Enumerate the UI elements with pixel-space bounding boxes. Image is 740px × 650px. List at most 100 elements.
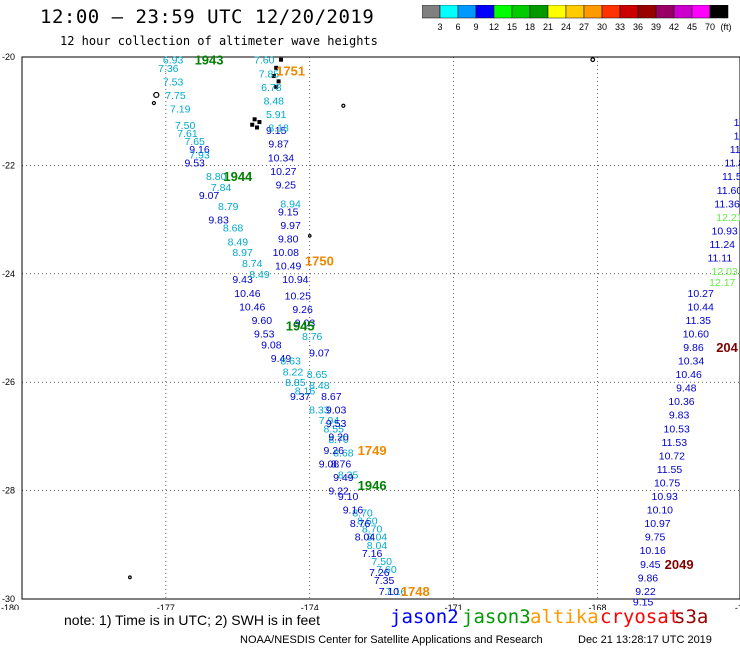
- swh-value: 11.53: [662, 437, 688, 449]
- swh-value: 9.26: [324, 445, 345, 457]
- swh-value: 10.34: [268, 152, 294, 164]
- map-plot: -180 -177 -174 -171 -168 -16 -20 -22 -24 -26 -28 -3…: [1, 52, 740, 610]
- swh-value: 11.24: [710, 239, 736, 251]
- swh-value: 8.18: [268, 122, 289, 134]
- swh-value: 9.80: [278, 234, 299, 246]
- pass-time-label: 1945: [286, 318, 315, 333]
- swh-value: 12.03: [712, 266, 738, 278]
- swh-value: 9.49: [271, 353, 292, 365]
- island-shape: [276, 79, 281, 84]
- swh-value: 11.35: [686, 315, 712, 327]
- swh-value: 9.03: [295, 318, 316, 330]
- swh-value: 9.03: [326, 404, 347, 416]
- swh-value: 7.50: [175, 120, 196, 132]
- swh-value: 10.46: [239, 301, 265, 313]
- swh-value: 8.33: [309, 404, 330, 416]
- island-shape: [128, 575, 132, 580]
- colorbar-legend: 3 6 9 12 15 18 21 24 27 30 33 36 39 42 45 70 (ft): [422, 5, 732, 32]
- swh-value: 8.68: [333, 448, 354, 460]
- lat-tick-label: -20: [2, 52, 15, 62]
- swh-value: 7.10: [379, 586, 400, 598]
- swh-value: 9.49: [333, 472, 354, 484]
- swh-value: 11: [734, 117, 740, 129]
- pass-time-label: 1748: [401, 584, 430, 599]
- swh-value: 9.10: [338, 491, 359, 503]
- pass-time-label: 1750: [305, 253, 334, 268]
- swh-value: 11.11: [707, 253, 732, 265]
- swh-value: 12.21: [716, 212, 740, 224]
- colorbar-tick-label: 6: [455, 22, 460, 32]
- swh-value: 10.16: [640, 545, 666, 557]
- swh-value: 9.86: [683, 342, 704, 354]
- colorbar-swatch: [709, 5, 729, 19]
- legend-cryosat: cryosat: [600, 606, 681, 628]
- swh-value: 6.93: [163, 55, 184, 67]
- colorbar-tick-label: 24: [561, 22, 571, 32]
- swh-value: 7.60: [254, 55, 275, 67]
- swh-value: 9.43: [232, 274, 253, 286]
- swh-value: 10.93: [652, 491, 678, 503]
- island-shape: [271, 73, 276, 78]
- swh-value: 10.75: [654, 477, 680, 489]
- swh-value: 7.85: [259, 68, 280, 80]
- swh-value: 7.84: [211, 182, 232, 194]
- swh-value: 6.78: [261, 82, 282, 94]
- swh-value: 9.15: [266, 125, 287, 137]
- swh-value: 8.94: [280, 198, 301, 210]
- swh-value: 8.49: [249, 269, 270, 281]
- swh-value: 9.15: [633, 597, 654, 609]
- map-subtitle: 12 hour collection of altimeter wave hei…: [60, 34, 378, 48]
- swh-value: 8.85: [285, 377, 306, 389]
- swh-value: 9.22: [635, 586, 656, 598]
- swh-value: 9.26: [292, 304, 313, 316]
- colorbar-tick-label: 30: [597, 22, 607, 32]
- swh-value: 10.34: [678, 356, 704, 368]
- footer-note: note: 1) Time is in UTC; 2) SWH is in fe…: [64, 612, 320, 628]
- swh-value: 10.53: [664, 423, 690, 435]
- swh-value: 9.07: [309, 347, 330, 359]
- swh-value: 10.08: [273, 247, 299, 259]
- swh-value: 8.48: [309, 380, 330, 392]
- swh-value: 9.53: [326, 418, 347, 430]
- pass-time-label: 1749: [358, 443, 387, 458]
- swh-value: 7.53: [163, 76, 184, 88]
- swh-value: 7.35: [374, 575, 395, 587]
- swh-value: 8.80: [206, 171, 227, 183]
- island-shape: [341, 103, 346, 108]
- swh-value: 8.48: [264, 95, 285, 107]
- swh-value: 10.46: [234, 288, 260, 300]
- island-shape: [307, 234, 312, 238]
- legend-altika: altika: [530, 606, 599, 628]
- lon-tick-label: -171: [445, 603, 463, 610]
- swh-value: 9.16: [189, 144, 210, 156]
- pass-time-label: 1946: [358, 478, 387, 493]
- map-frame: [21, 56, 740, 600]
- swh-value: 9.16: [343, 505, 364, 517]
- swh-value: 11.60: [717, 185, 740, 197]
- swh-value: 8.04: [367, 532, 388, 544]
- swh-value: 9.60: [252, 315, 273, 327]
- legend-jason2: jason2: [390, 606, 459, 628]
- swh-value: 11.8: [724, 158, 740, 170]
- timestamp-text: Dec 21 13:28:17 UTC 2019: [578, 634, 712, 646]
- island-shape: [274, 65, 279, 70]
- island-shape: [278, 57, 283, 62]
- colorbar-tick-label: (ft): [721, 22, 732, 32]
- swh-value: 10.10: [647, 505, 673, 517]
- lon-tick-label: -180: [1, 603, 19, 610]
- swh-value: 7.16: [386, 586, 407, 598]
- swh-value: 7.75: [165, 90, 186, 102]
- swh-value: 10.27: [688, 288, 714, 300]
- island-shape: [590, 57, 596, 63]
- swh-value: 8.76: [350, 518, 371, 530]
- swh-value: 9.53: [254, 328, 275, 340]
- swh-value: 9.25: [276, 179, 297, 191]
- swh-value: 9.45: [640, 559, 661, 571]
- swh-value: 11.: [730, 144, 740, 156]
- swh-value: 9.75: [645, 532, 666, 544]
- colorbar-tick-label: 33: [615, 22, 625, 32]
- colorbar-tick-label: 39: [651, 22, 661, 32]
- swh-value: 7.19: [170, 103, 191, 115]
- swh-value: 9.07: [199, 190, 220, 202]
- colorbar-tick-label: 3: [437, 22, 442, 32]
